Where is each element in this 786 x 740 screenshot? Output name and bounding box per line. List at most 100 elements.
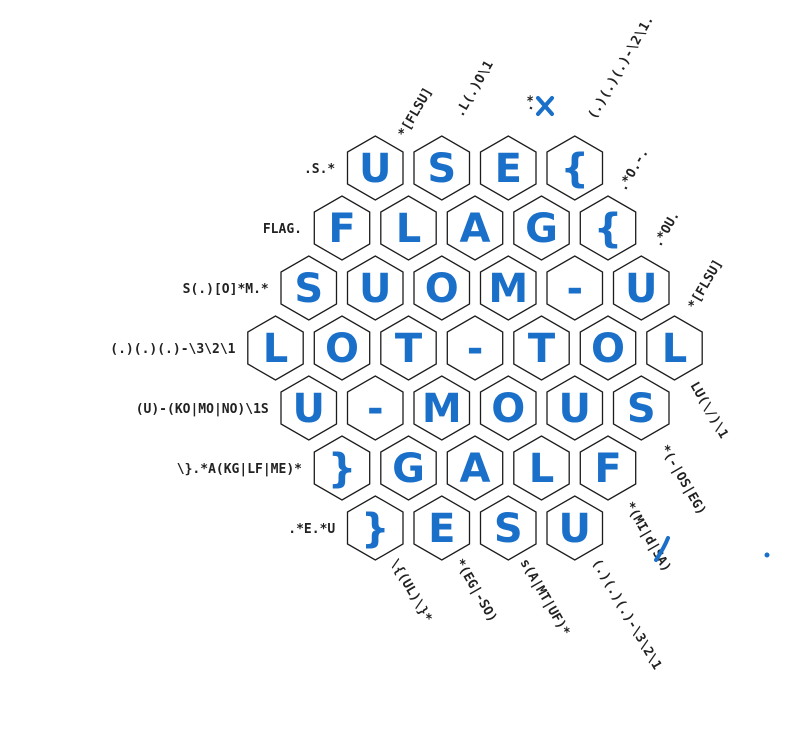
hex-cell[interactable] bbox=[280, 375, 338, 441]
hex-cell[interactable] bbox=[346, 255, 404, 321]
hex-cell[interactable] bbox=[646, 315, 703, 381]
hex-cell[interactable] bbox=[513, 315, 570, 381]
cell-letter: { bbox=[594, 206, 622, 252]
cell-letter: - bbox=[566, 266, 583, 312]
cell-letter: U bbox=[559, 386, 591, 432]
row-clue: \}.*A(KG|LF|ME)* bbox=[177, 462, 302, 477]
hex-cell[interactable] bbox=[413, 135, 471, 201]
hex-cell[interactable] bbox=[612, 375, 670, 441]
hex-cell[interactable] bbox=[313, 435, 371, 501]
hex-cell[interactable] bbox=[546, 255, 604, 321]
hex-cell[interactable] bbox=[579, 435, 637, 501]
cell-letter: A bbox=[460, 206, 491, 252]
hex-cell[interactable] bbox=[513, 435, 570, 501]
cell-letter: O bbox=[325, 326, 359, 372]
cell-letter: T bbox=[395, 326, 423, 372]
upper-diagonal-clue: .*O.-. bbox=[615, 146, 651, 194]
cell-letter: U bbox=[293, 386, 325, 432]
cell-letter: A bbox=[460, 446, 491, 492]
row-clues: .S.* FLAG. S(.)[O]*M.* (.)(.)(.)-\3\2\1 (U)-… bbox=[110, 162, 335, 537]
cell-letter: O bbox=[591, 326, 625, 372]
lower-diagonal-clue: \{(UL)\}* bbox=[387, 557, 435, 626]
cell-letter: - bbox=[467, 326, 484, 372]
hex-cell[interactable] bbox=[446, 195, 504, 261]
cell-letter: M bbox=[488, 266, 528, 312]
upper-diagonal-clue: .L(.)O\1 bbox=[452, 58, 496, 120]
cell-letter: } bbox=[361, 506, 389, 552]
hex-cell[interactable] bbox=[479, 135, 537, 201]
cell-letter: U bbox=[359, 146, 391, 192]
cell-letter: U bbox=[359, 266, 391, 312]
hex-cell[interactable] bbox=[513, 195, 570, 261]
hex-cell[interactable] bbox=[346, 135, 404, 201]
row-clue: (U)-(KO|MO|NO)\1S bbox=[136, 402, 269, 417]
cell-letter: L bbox=[529, 446, 555, 492]
row-clue: (.)(.)(.)-\3\2\1 bbox=[110, 342, 235, 357]
cell-letter: T bbox=[528, 326, 556, 372]
cell-letter: U bbox=[559, 506, 591, 552]
hex-cell[interactable] bbox=[380, 435, 437, 501]
hex-cell[interactable] bbox=[479, 495, 537, 561]
cell-letter: G bbox=[525, 206, 558, 252]
upper-diagonal-clue: (.)(.)(.)-\2\1. bbox=[585, 13, 657, 122]
hex-cell[interactable] bbox=[546, 375, 604, 441]
hex-cell[interactable] bbox=[546, 495, 604, 561]
hex-cell[interactable] bbox=[579, 195, 637, 261]
cell-letter: G bbox=[392, 446, 425, 492]
row-clue: FLAG. bbox=[263, 222, 302, 237]
hex-cell[interactable] bbox=[380, 315, 437, 381]
cell-letter: S bbox=[294, 266, 323, 312]
cell-letter: S bbox=[494, 506, 523, 552]
cell-letter: M bbox=[422, 386, 462, 432]
cell-letter: F bbox=[328, 206, 355, 252]
pen-marks bbox=[536, 96, 770, 562]
cell-letter: F bbox=[594, 446, 621, 492]
lower-diagonal-clue: LU(\/)\1 bbox=[687, 380, 731, 442]
hex-cell[interactable] bbox=[413, 255, 471, 321]
hex-cell[interactable] bbox=[247, 315, 304, 381]
cell-letter: U bbox=[625, 266, 657, 312]
upper-diagonal-clue: *[FLSU] bbox=[685, 257, 725, 312]
cell-letter: E bbox=[495, 146, 522, 192]
hex-cell[interactable] bbox=[479, 255, 537, 321]
pen-x-mark bbox=[536, 96, 554, 116]
hex-cell[interactable] bbox=[313, 315, 371, 381]
lower-diagonal-clue: *(EG|-SO) bbox=[452, 557, 500, 626]
lower-diagonal-clue: s(A|MT|UF)* bbox=[517, 557, 573, 639]
row-clue: S(.)[O]*M.* bbox=[183, 282, 269, 297]
hex-cell[interactable] bbox=[479, 375, 537, 441]
hex-cell[interactable] bbox=[612, 255, 670, 321]
hex-cell[interactable] bbox=[413, 495, 471, 561]
hex-cell[interactable] bbox=[579, 315, 637, 381]
hex-cell[interactable] bbox=[546, 135, 604, 201]
cell-letter: S bbox=[427, 146, 456, 192]
hex-cell[interactable] bbox=[446, 315, 504, 381]
cell-letter: O bbox=[491, 386, 525, 432]
cell-letter: } bbox=[328, 446, 356, 492]
pen-dot bbox=[764, 552, 770, 558]
lower-diagonal-clue: (.)(.)(.)-\3\2\1 bbox=[589, 557, 665, 673]
cell-letter: E bbox=[428, 506, 455, 552]
lower-diagonal-clue: *(MI|d|SA) bbox=[622, 500, 674, 575]
hex-cell[interactable] bbox=[346, 495, 404, 561]
row-clue: .S.* bbox=[304, 162, 335, 177]
lower-diagonal-clue: *(-|OS|EG) bbox=[657, 443, 709, 518]
hex-cell[interactable] bbox=[446, 435, 504, 501]
upper-diagonal-clue: .*OU. bbox=[650, 209, 683, 250]
pen-stroke bbox=[654, 536, 670, 562]
cell-letter: S bbox=[627, 386, 656, 432]
upper-diagonal-clue: *[FLSU] bbox=[395, 85, 435, 140]
cell-letter: L bbox=[396, 206, 422, 252]
hex-cell[interactable] bbox=[346, 375, 404, 441]
hex-cell[interactable] bbox=[313, 195, 371, 261]
hex-cell[interactable] bbox=[380, 195, 437, 261]
hex-cell[interactable] bbox=[280, 255, 338, 321]
hex-grid bbox=[247, 135, 703, 561]
cell-letter: O bbox=[425, 266, 459, 312]
hex-cell[interactable] bbox=[413, 375, 471, 441]
cell-letter: - bbox=[367, 386, 384, 432]
row-clue: .*E.*U bbox=[288, 522, 335, 537]
cell-letter: L bbox=[263, 326, 289, 372]
letter-layer: U S E {F L A G {S U O M - UL O T - T O LU - M O U S} G A L F} E S U bbox=[263, 146, 688, 552]
